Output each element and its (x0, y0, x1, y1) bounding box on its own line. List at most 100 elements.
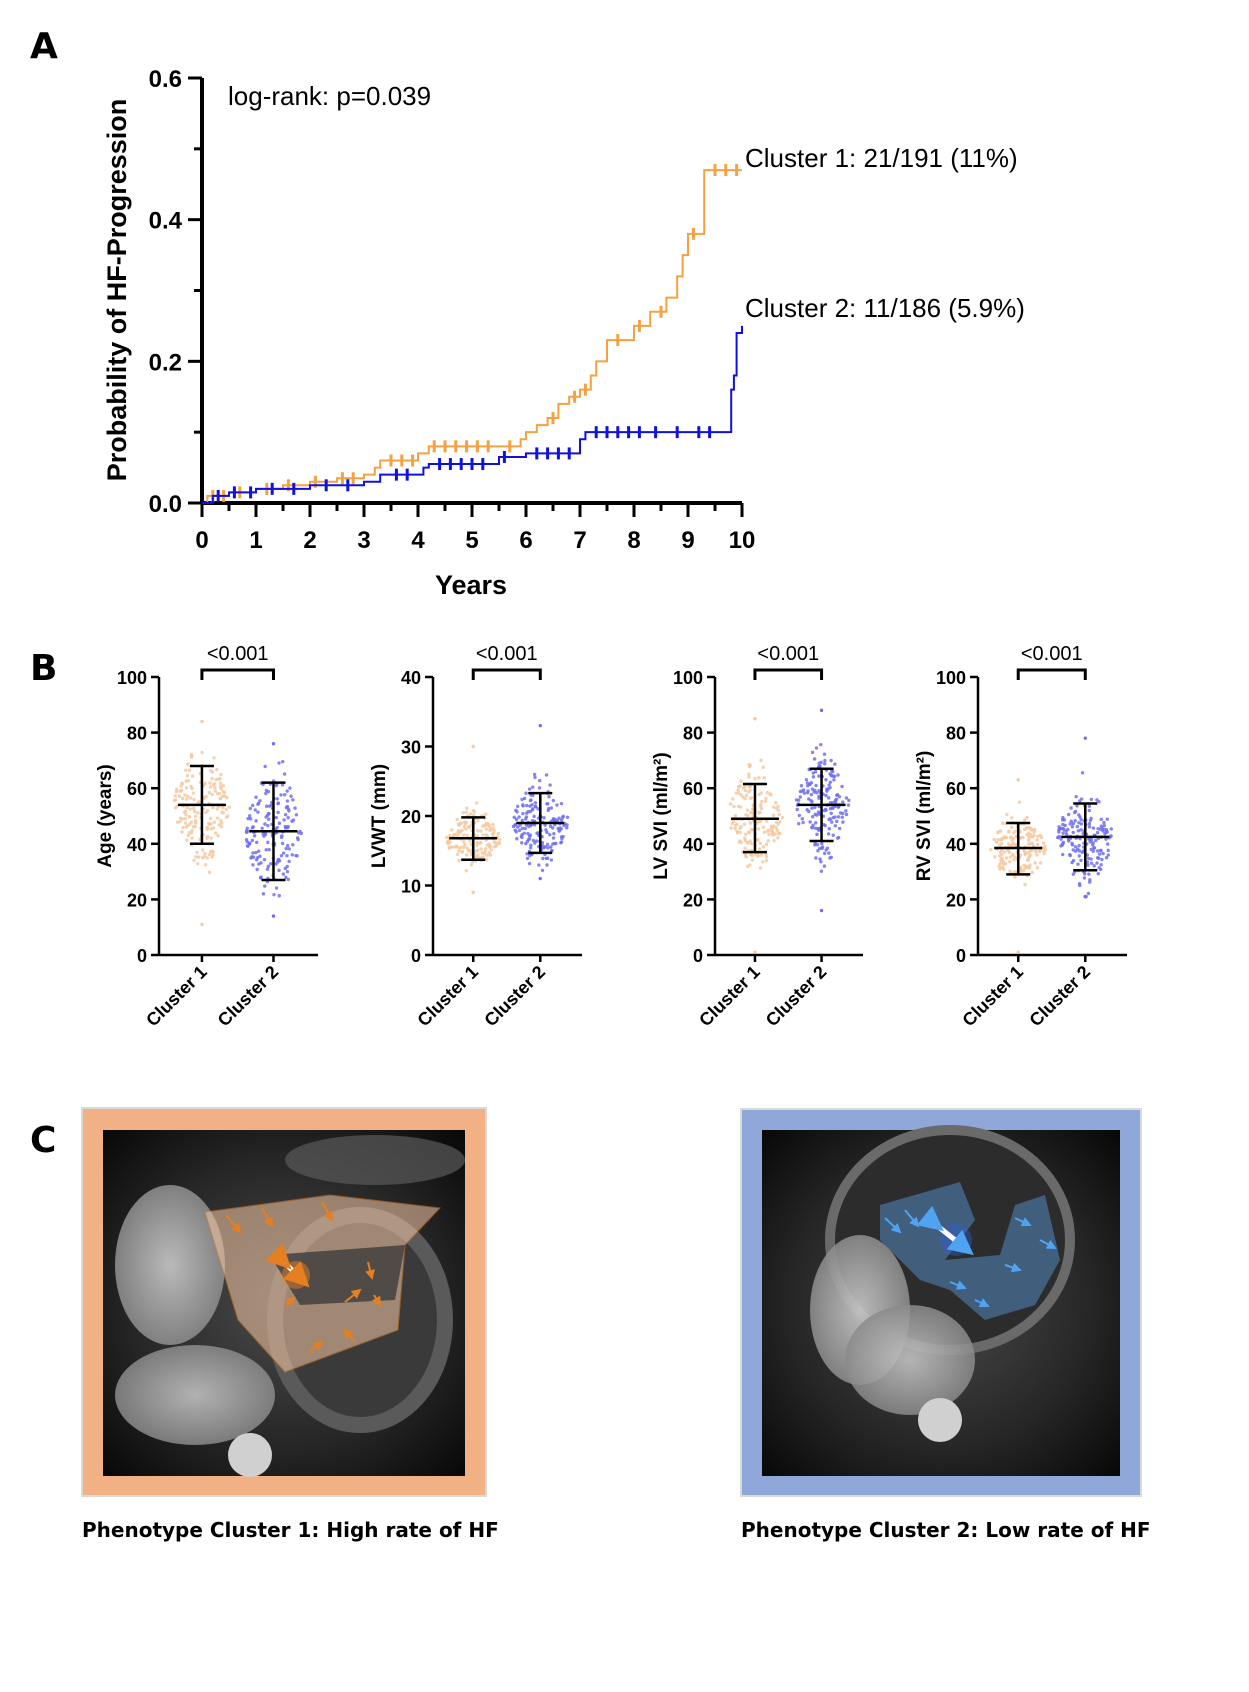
dotplot-point (1001, 860, 1006, 864)
dotplot-point (833, 762, 837, 766)
dotplot-point (524, 791, 528, 795)
dotplot-point (210, 776, 214, 781)
dotplot-point (476, 818, 480, 823)
dotplot-point (1077, 821, 1081, 825)
dotplot-y-tick-label: 40 (946, 835, 966, 855)
dotplot-point (1096, 826, 1100, 831)
dotplot-1: 0 20 40 60 80 100 Age (years) Cluster 1 Cluster … (95, 643, 318, 1030)
dotplot-y-tick-label: 60 (127, 779, 147, 799)
dotplot-point (197, 855, 201, 859)
dotplot-point (1092, 846, 1096, 850)
arrow-icon (309, 1340, 324, 1353)
dotplot-point (263, 764, 267, 769)
km-legend-cluster2: Cluster 2: 11/186 (5.9%) (745, 293, 1025, 323)
dotplot-point (1068, 822, 1072, 826)
mri-cluster1 (81, 1107, 487, 1497)
dotplot-point (462, 845, 466, 850)
dotplot-point (833, 815, 837, 819)
dotplot-point (280, 841, 285, 846)
dotplot-point (487, 824, 492, 829)
dotplot-point (1002, 850, 1007, 854)
arrow-icon (1039, 1239, 1057, 1249)
dotplot-point (1011, 852, 1015, 856)
dotplot-point (822, 851, 827, 856)
dotplot-y-tick-label: 60 (946, 779, 966, 799)
dotplot-point (551, 798, 556, 803)
dotplot-point (756, 827, 761, 831)
dotplot-point (515, 837, 519, 841)
dotplot-point (802, 791, 807, 795)
dotplot-point (460, 828, 464, 833)
dotplot-point (770, 825, 774, 830)
dotplot-point (518, 823, 522, 827)
dotplot-point (1070, 825, 1075, 829)
dotplot-point (832, 778, 836, 782)
dotplot-point (830, 806, 834, 810)
dotplot-point (207, 870, 212, 874)
dotplot-point (1027, 842, 1031, 846)
dotplot-point (481, 833, 485, 837)
dotplot-point (250, 838, 255, 843)
dotplot-point (209, 769, 213, 773)
dotplot-point (1077, 849, 1082, 853)
dotplot-point (1095, 849, 1100, 853)
dotplot-point (824, 793, 828, 798)
dotplot-point (813, 841, 817, 845)
dotplot-point (732, 804, 736, 809)
dotplot-point (819, 860, 823, 864)
dotplot-point (277, 894, 281, 898)
dotplot-point (475, 843, 479, 848)
dotplot-point (477, 841, 481, 845)
dotplot-point (545, 863, 549, 867)
dotplot-point (728, 802, 733, 806)
dotplot-point (761, 765, 765, 769)
dotplot-point (280, 834, 284, 838)
arrow-icon (284, 1296, 296, 1308)
dotplot-point (1083, 894, 1087, 899)
dotplot-point (207, 790, 211, 795)
dotplot-point (1087, 837, 1091, 841)
dotplot-point (245, 826, 249, 831)
dotplot-point (844, 812, 849, 817)
caption-cluster2: Phenotype Cluster 2: Low rate of HF (741, 1518, 1151, 1542)
dotplot-point (1069, 819, 1074, 823)
dotplot-point (1030, 835, 1035, 839)
dotplot-point (263, 822, 267, 826)
dotplot-point (1023, 851, 1028, 856)
dotplot-point (190, 828, 194, 833)
dotplot-point (1089, 861, 1094, 865)
dotplot-point (1100, 857, 1104, 862)
dotplot-point (1109, 827, 1113, 831)
dotplot-point (180, 830, 184, 834)
dotplot-point (829, 811, 833, 816)
dotplot-point (1095, 830, 1100, 835)
dotplot-point (192, 809, 197, 814)
dotplot-point (812, 790, 816, 794)
dotplot-point (185, 805, 189, 810)
dotplot-point (172, 798, 177, 803)
dotplot-point (193, 821, 198, 825)
dotplot-point (184, 786, 189, 790)
dotplot-point (200, 848, 205, 852)
km-x-tick-label: 7 (573, 527, 586, 554)
dotplot-point (260, 826, 264, 830)
dotplot-point (840, 784, 844, 789)
dotplot-point (772, 838, 776, 843)
dotplot-point (1099, 863, 1103, 867)
dotplot-point (812, 757, 817, 761)
km-x-tick-label: 8 (627, 527, 640, 554)
dotplot-point (1077, 854, 1081, 858)
dotplot-point (1087, 804, 1092, 808)
dotplot-point (475, 848, 480, 853)
dotplot-point (209, 822, 213, 826)
dotplot-point (297, 831, 301, 835)
dotplot-point (183, 816, 187, 821)
dotplot-point (481, 855, 485, 860)
dotplot-point (464, 869, 469, 873)
dotplot-point (537, 786, 542, 790)
dotplot-point (1038, 861, 1043, 865)
dotplot-point (1089, 857, 1093, 861)
dotplot-point (203, 863, 208, 867)
wall-thickness-arrow (265, 1243, 310, 1288)
